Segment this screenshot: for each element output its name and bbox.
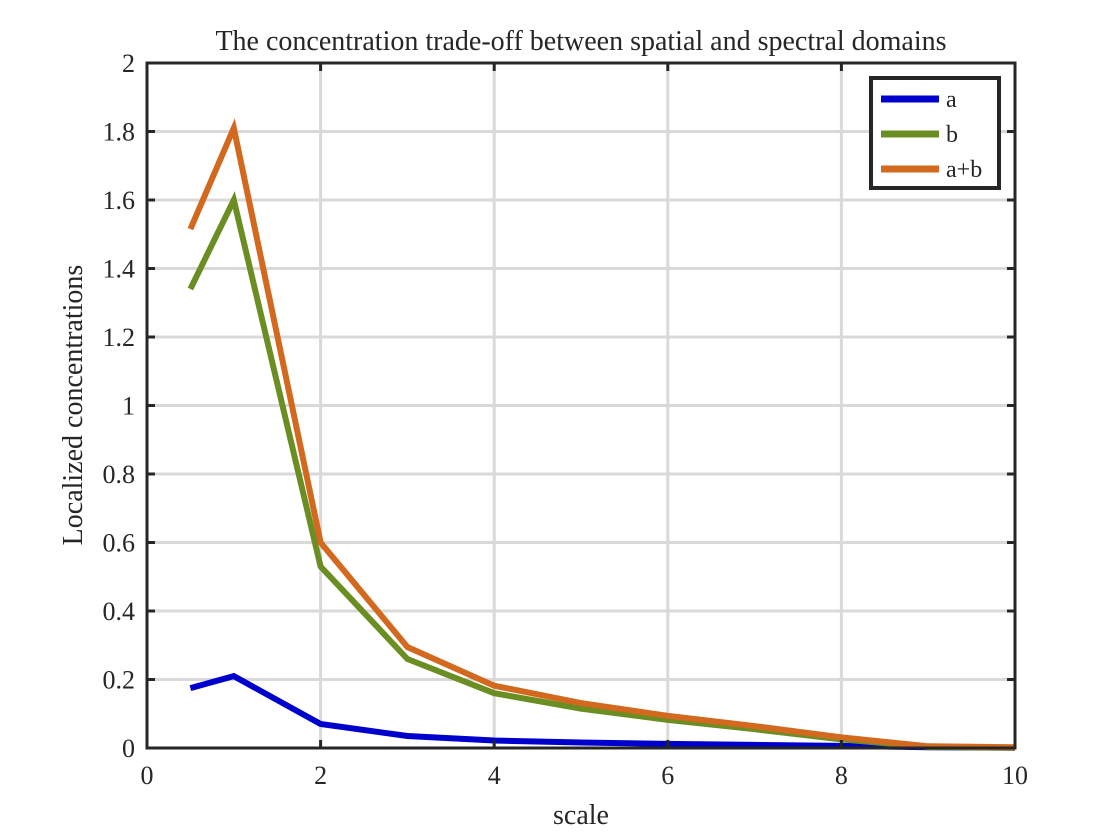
x-tick-label: 8 bbox=[835, 761, 848, 790]
legend: ab a+b bbox=[869, 76, 1001, 190]
y-tick-label: 0.2 bbox=[103, 666, 136, 695]
y-tick-label: 1.8 bbox=[103, 118, 136, 147]
x-tick-label: 6 bbox=[661, 761, 674, 790]
legend-label-3: a+b bbox=[946, 157, 982, 183]
y-axis-label: Localized concentrations bbox=[58, 265, 89, 546]
y-tick-label: 1 bbox=[122, 392, 135, 421]
x-tick-label: 10 bbox=[1002, 761, 1028, 790]
x-tick-label: 0 bbox=[141, 761, 154, 790]
y-tick-label: 0.6 bbox=[103, 529, 136, 558]
y-tick-label: 0.4 bbox=[103, 597, 136, 626]
y-tick-label: 2 bbox=[122, 49, 135, 78]
legend-label-1: a bbox=[946, 87, 957, 113]
series-line-3 bbox=[187, 118, 1016, 751]
y-tick-label: 0 bbox=[122, 734, 135, 763]
series-line-1 bbox=[189, 672, 1016, 751]
plot-series bbox=[187, 118, 1016, 751]
y-tick-label: 1.2 bbox=[103, 323, 136, 352]
x-axis-label: scale bbox=[553, 800, 609, 831]
legend-entries: ab a+b bbox=[881, 87, 982, 183]
legend-label-2: b bbox=[946, 122, 958, 148]
chart-title: The concentration trade-off between spat… bbox=[215, 26, 946, 57]
y-tick-label: 1.4 bbox=[103, 255, 136, 284]
x-tick-label: 4 bbox=[488, 761, 501, 790]
axis-ticks: 0 2 4 6 8 10 0 0.2 0.4 0.6 0.8 1 1.2 1.4 1.6 1.8 2 bbox=[103, 49, 1029, 790]
x-tick-label: 2 bbox=[314, 761, 327, 790]
y-tick-label: 0.8 bbox=[103, 460, 136, 489]
y-tick-label: 1.6 bbox=[103, 186, 136, 215]
